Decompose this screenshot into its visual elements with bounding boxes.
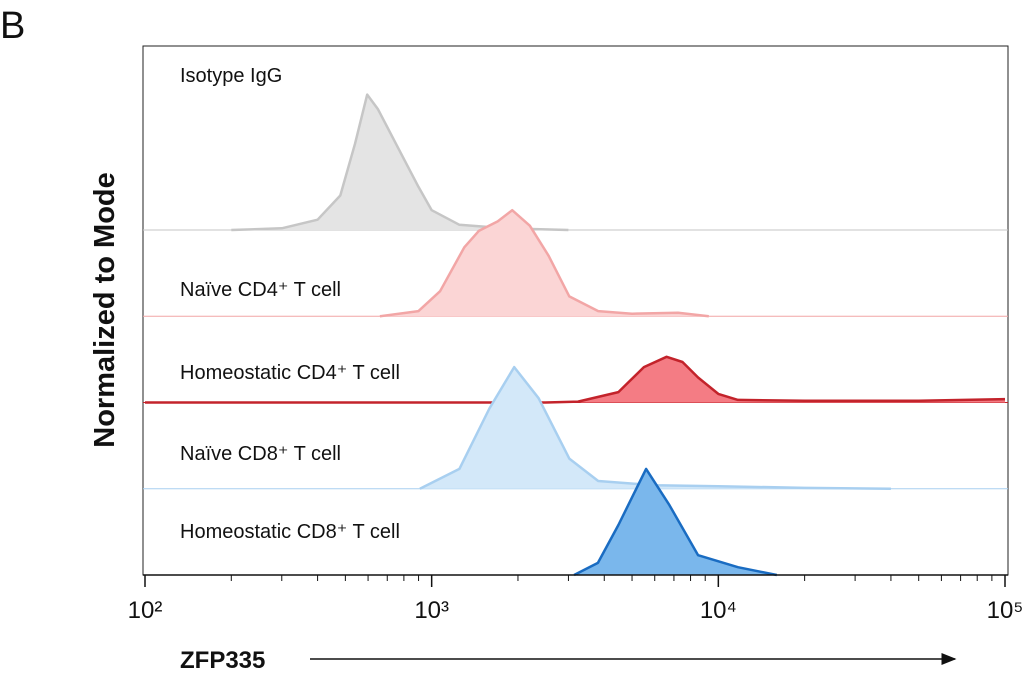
histogram-line [145, 355, 1006, 404]
histogram-line [379, 208, 709, 318]
series-label: Naïve CD4⁺ T cell [180, 279, 341, 301]
series-label: Naïve CD8⁺ T cell [180, 443, 341, 465]
histogram-area [574, 468, 777, 575]
series-label: Homeostatic CD8⁺ T cell [180, 521, 400, 543]
histogram-line [231, 93, 569, 232]
series-label: Homeostatic CD4⁺ T cell [180, 362, 400, 384]
x-tick-label: 10³ [414, 597, 449, 624]
x-tick-label: 10⁵ [987, 597, 1024, 624]
histogram-area [231, 94, 569, 230]
y-axis-label: Normalized to Mode [89, 172, 121, 448]
x-tick-label: 10² [128, 597, 163, 624]
histogram-area [379, 210, 709, 317]
histogram-line [419, 365, 891, 491]
histogram-line [573, 467, 778, 577]
x-tick-label: 10⁴ [700, 597, 737, 624]
series-label: Isotype IgG [180, 65, 282, 87]
x-axis-label: ZFP335 [180, 647, 265, 672]
panel-label: B [0, 5, 25, 47]
